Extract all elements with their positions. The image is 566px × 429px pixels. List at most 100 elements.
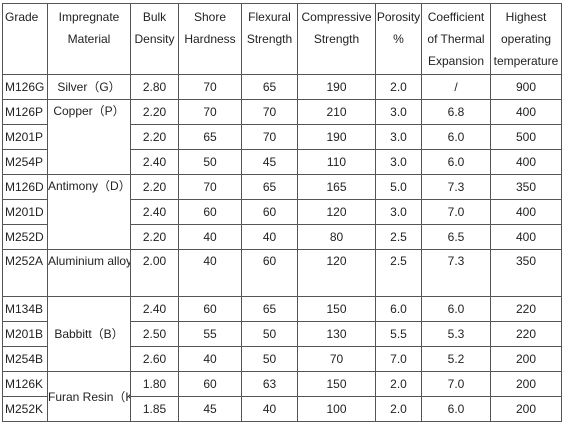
cell-density: 2.40: [130, 149, 179, 175]
table-row: M252A Aluminium alloy（A） 2.00 40 60 120 …: [2, 249, 562, 297]
cell-expansion: 6.0: [421, 124, 491, 150]
cell-density: 2.20: [130, 224, 179, 250]
cell-compressive: 130: [297, 321, 376, 347]
cell-flexural: 65: [241, 296, 298, 322]
cell-flexural: 70: [241, 124, 298, 150]
cell-porosity: 5.5: [375, 321, 422, 347]
cell-temperature: 350: [490, 174, 562, 200]
cell-hardness: 60: [178, 199, 242, 225]
cell-grade: M252A: [2, 249, 48, 297]
cell-flexural: 40: [241, 224, 298, 250]
cell-compressive: 150: [297, 296, 376, 322]
header-porosity: Porosity %: [375, 3, 422, 75]
cell-porosity: 3.0: [375, 99, 422, 125]
cell-grade: M126P: [2, 99, 48, 125]
cell-hardness: 45: [178, 396, 242, 422]
material-properties-table: Grade Impregnate Material Bulk Density S…: [2, 3, 562, 422]
cell-porosity: 7.0: [375, 346, 422, 372]
cell-compressive: 190: [297, 74, 376, 100]
header-grade: Grade: [2, 3, 48, 75]
table-row: M252K 1.85 45 40 100 2.0 6.0 200: [2, 396, 562, 422]
cell-flexural: 40: [241, 396, 298, 422]
cell-compressive: 70: [297, 346, 376, 372]
cell-compressive: 80: [297, 224, 376, 250]
cell-density: 2.50: [130, 321, 179, 347]
cell-density: 2.00: [130, 249, 179, 297]
cell-hardness: 60: [178, 371, 242, 397]
cell-hardness: 70: [178, 74, 242, 100]
cell-grade: M201B: [2, 321, 48, 347]
cell-expansion: 6.0: [421, 396, 491, 422]
cell-material: Furan Resin（K）: [47, 371, 131, 422]
header-impregnate-material: Impregnate Material: [47, 3, 131, 75]
cell-density: 2.80: [130, 74, 179, 100]
cell-hardness: 70: [178, 174, 242, 200]
cell-flexural: 65: [241, 174, 298, 200]
cell-density: 2.60: [130, 346, 179, 372]
cell-porosity: 2.0: [375, 371, 422, 397]
cell-expansion: 7.0: [421, 199, 491, 225]
cell-hardness: 40: [178, 224, 242, 250]
cell-expansion: 6.8: [421, 99, 491, 125]
header-operating-temperature: Highest operating temperature: [490, 3, 562, 75]
cell-material: Silver（G）: [47, 74, 131, 100]
cell-porosity: 2.5: [375, 224, 422, 250]
cell-material: Babbitt（B）: [47, 296, 131, 372]
cell-porosity: 6.0: [375, 296, 422, 322]
cell-temperature: 900: [490, 74, 562, 100]
header-flexural-strength: Flexural Strength: [241, 3, 298, 75]
cell-flexural: 63: [241, 371, 298, 397]
cell-compressive: 165: [297, 174, 376, 200]
cell-temperature: 220: [490, 321, 562, 347]
cell-porosity: 2.0: [375, 396, 422, 422]
table-row: M134B Babbitt（B） 2.40 60 65 150 6.0 6.0 …: [2, 296, 562, 372]
cell-grade: M201P: [2, 124, 48, 150]
cell-porosity: 3.0: [375, 124, 422, 150]
cell-density: 2.40: [130, 199, 179, 225]
cell-expansion: 7.3: [421, 249, 491, 297]
cell-grade: M252D: [2, 224, 48, 250]
cell-material: Aluminium alloy（A）: [47, 249, 131, 297]
cell-hardness: 40: [178, 346, 242, 372]
cell-porosity: 3.0: [375, 149, 422, 175]
cell-porosity: 2.5: [375, 249, 422, 297]
cell-hardness: 55: [178, 321, 242, 347]
cell-density: 1.85: [130, 396, 179, 422]
cell-temperature: 500: [490, 124, 562, 150]
header-thermal-expansion: Coefficient of Thermal Expansion: [421, 3, 491, 75]
cell-hardness: 60: [178, 296, 242, 322]
cell-temperature: 350: [490, 249, 562, 297]
cell-density: 2.40: [130, 296, 179, 322]
table-row: M201P 2.20 65 70 190 3.0 6.0 500: [2, 124, 562, 150]
cell-grade: M134B: [2, 296, 48, 322]
cell-hardness: 40: [178, 249, 242, 297]
header-row: Grade Impregnate Material Bulk Density S…: [2, 3, 562, 75]
header-compressive-strength: Compressive Strength: [297, 3, 376, 75]
cell-temperature: 200: [490, 346, 562, 372]
cell-compressive: 120: [297, 249, 376, 297]
table-row: M126G Silver（G） 2.80 70 65 190 2.0 / 900: [2, 74, 562, 100]
cell-hardness: 70: [178, 99, 242, 125]
cell-hardness: 50: [178, 149, 242, 175]
cell-flexural: 65: [241, 74, 298, 100]
cell-temperature: 400: [490, 199, 562, 225]
cell-temperature: 220: [490, 296, 562, 322]
cell-grade: M126K: [2, 371, 48, 397]
cell-density: 2.20: [130, 124, 179, 150]
cell-compressive: 150: [297, 371, 376, 397]
cell-compressive: 120: [297, 199, 376, 225]
cell-density: 2.20: [130, 99, 179, 125]
cell-flexural: 60: [241, 199, 298, 225]
cell-expansion: /: [421, 74, 491, 100]
cell-grade: M126G: [2, 74, 48, 100]
header-shore-hardness: Shore Hardness: [178, 3, 242, 75]
table-row: M254B 2.60 40 50 70 7.0 5.2 200: [2, 346, 562, 372]
cell-expansion: 6.5: [421, 224, 491, 250]
cell-flexural: 50: [241, 346, 298, 372]
table-row: M254P 2.40 50 45 110 3.0 6.0 400: [2, 149, 562, 175]
cell-porosity: 2.0: [375, 74, 422, 100]
cell-temperature: 200: [490, 371, 562, 397]
cell-grade: M126D: [2, 174, 48, 200]
cell-temperature: 400: [490, 99, 562, 125]
header-bulk-density: Bulk Density: [130, 3, 179, 75]
